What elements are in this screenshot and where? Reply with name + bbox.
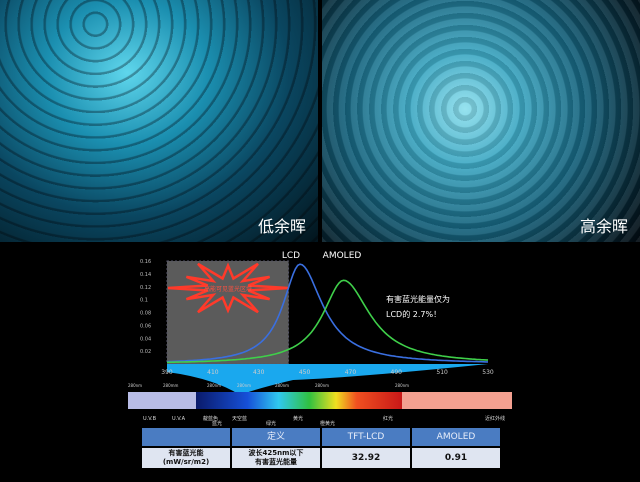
- annotation-text: LCD的 2.7%！: [386, 309, 441, 319]
- table-cell-lcd-value: 32.92: [322, 448, 410, 468]
- annotation-text: 有害蓝光能量仅为: [386, 294, 450, 304]
- y-tick-label: 0.16: [140, 259, 151, 265]
- x-tick-label: 510: [436, 369, 448, 376]
- band-label: 红光: [383, 415, 393, 422]
- y-tick-label: 0.04: [140, 336, 151, 342]
- table-header-lcd: TFT-LCD: [322, 428, 410, 446]
- nm-label: 280nm: [395, 383, 409, 388]
- band-label: 橙黄光: [320, 420, 335, 427]
- table-header-empty: [142, 428, 230, 446]
- band-label: 靛蓝色: [203, 415, 218, 422]
- y-tick-label: 0.02: [140, 349, 151, 355]
- table-cell-metric: 有害蓝光能 (mW/sr/m2): [142, 448, 230, 468]
- y-tick-label: 0.1: [140, 298, 148, 304]
- nm-label: 280nm: [128, 383, 142, 388]
- x-tick-label: 390: [161, 369, 173, 376]
- x-tick-label: 430: [253, 369, 265, 376]
- y-tick-label: 0.08: [140, 311, 151, 317]
- x-tick-label: 470: [345, 369, 357, 376]
- band-label: 黄光: [293, 415, 303, 422]
- x-tick-label: 410: [207, 369, 219, 376]
- series-line-amoled: [167, 279, 489, 364]
- series-line-lcd: [166, 263, 488, 363]
- band-label: U.V.B: [143, 416, 157, 422]
- nm-label: 280nm: [275, 383, 289, 388]
- series-label-lcd: LCD: [282, 251, 300, 261]
- band-label: 蓝光: [212, 420, 222, 427]
- x-tick-label: 450: [299, 369, 311, 376]
- table-header-amoled: AMOLED: [412, 428, 500, 446]
- x-tick-label: 530: [482, 369, 494, 376]
- visible-band: [196, 392, 402, 409]
- low-persistence-label: 低余晖: [257, 217, 306, 236]
- high-persistence-label: 高余晖: [579, 217, 628, 236]
- band-label: 绿光: [266, 420, 276, 427]
- table-cell-definition: 波长425nm以下 有害蓝光能量: [232, 448, 320, 468]
- series-label-amoled: AMOLED: [323, 251, 362, 261]
- nm-label: 280nm: [207, 383, 221, 388]
- high-persistence-photo: 高余晖: [322, 0, 640, 242]
- y-tick-label: 0.12: [140, 285, 151, 291]
- uv-band: [128, 392, 196, 409]
- band-label: 天空蓝: [232, 415, 247, 422]
- band-label: U.V.A: [172, 416, 186, 422]
- y-tick-label: 0.14: [140, 272, 151, 278]
- starburst-icon: [167, 262, 289, 314]
- nm-label: 280mm: [163, 383, 179, 388]
- table-header-definition: 定义: [232, 428, 320, 446]
- spectrum-floor: [167, 364, 488, 395]
- blue-light-table: 定义 TFT-LCD AMOLED 有害蓝光能 (mW/sr/m2) 波长425…: [142, 428, 500, 468]
- x-tick-label: 490: [391, 369, 403, 376]
- band-label: 近红外线: [485, 415, 505, 422]
- low-persistence-photo: 低余晖: [0, 0, 318, 242]
- nm-label: 280nm: [237, 383, 251, 388]
- y-tick-label: 0.06: [140, 323, 151, 329]
- table-cell-amoled-value: 0.91: [412, 448, 500, 468]
- nm-label: 280nm: [315, 383, 329, 388]
- starburst-label: 高能可见蓝光区域: [204, 285, 252, 293]
- infrared-band: [402, 392, 512, 409]
